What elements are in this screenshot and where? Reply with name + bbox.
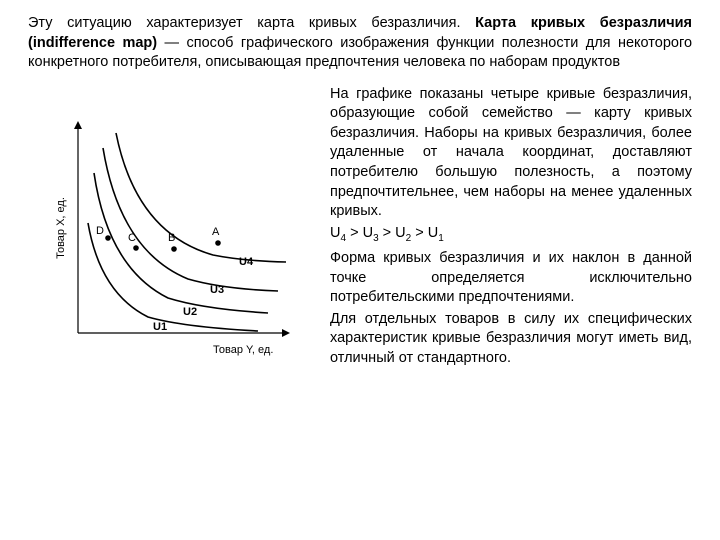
gt3: > — [411, 225, 428, 241]
svg-text:U4: U4 — [239, 256, 254, 268]
u1: U — [428, 225, 438, 241]
indifference-map-chart: Товар X, ед. Товар Y, ед. U1 U2 U3 U4 D C B A — [28, 103, 318, 363]
svg-text:Товар X, ед.: Товар X, ед. — [55, 197, 67, 259]
u4: U — [330, 225, 340, 241]
svg-text:U3: U3 — [210, 284, 224, 296]
svg-text:B: B — [168, 232, 175, 244]
svg-text:Товар Y, ед.: Товар Y, ед. — [213, 344, 273, 356]
svg-text:U2: U2 — [183, 306, 197, 318]
paragraph-2: Форма кривых безразличия и их наклон в д… — [330, 249, 692, 308]
u3: U — [363, 225, 373, 241]
intro-paragraph: Эту ситуацию характеризует карта кривых … — [28, 14, 692, 73]
svg-text:D: D — [96, 225, 104, 237]
gt2: > — [379, 225, 396, 241]
intro-text-1: Эту ситуацию характеризует карта кривых … — [28, 15, 475, 31]
text-column: На графике показаны четыре кривые безраз… — [330, 85, 692, 371]
svg-text:C: C — [128, 232, 136, 244]
u1-sub: 1 — [438, 233, 444, 244]
two-column-layout: Товар X, ед.Товар Y, ед.U1U2U3U4DCBA На … — [28, 85, 692, 371]
u2: U — [395, 225, 405, 241]
paragraph-3: Для отдельных товаров в силу их специфич… — [330, 310, 692, 369]
svg-text:U1: U1 — [153, 321, 167, 333]
paragraph-1: На графике показаны четыре кривые безраз… — [330, 85, 692, 222]
svg-text:A: A — [212, 226, 220, 238]
gt1: > — [346, 225, 363, 241]
utility-inequality: U4 > U3 > U2 > U1 — [330, 224, 692, 245]
chart-column: Товар X, ед. Товар Y, ед. U1 U2 U3 U4 D C B A — [28, 85, 318, 371]
